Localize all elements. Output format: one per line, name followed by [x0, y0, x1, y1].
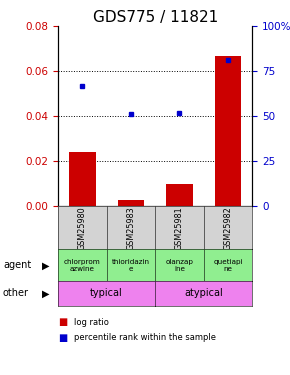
Text: ▶: ▶ [42, 288, 50, 298]
Bar [69, 152, 96, 206]
Text: chlorprom
azwine: chlorprom azwine [64, 259, 101, 272]
Text: quetiapi
ne: quetiapi ne [213, 259, 243, 272]
Text: GSM25982: GSM25982 [224, 206, 233, 250]
Text: agent: agent [3, 260, 31, 270]
Text: atypical: atypical [184, 288, 223, 298]
Bar [117, 200, 144, 206]
Bar [215, 56, 241, 206]
Text: log ratio: log ratio [74, 318, 109, 327]
Text: GSM25981: GSM25981 [175, 206, 184, 250]
Text: GSM25980: GSM25980 [78, 206, 87, 250]
Bar [166, 184, 193, 206]
Text: ▶: ▶ [42, 260, 50, 270]
Text: GSM25983: GSM25983 [126, 206, 135, 250]
Text: percentile rank within the sample: percentile rank within the sample [74, 333, 216, 342]
Title: GDS775 / 11821: GDS775 / 11821 [93, 10, 218, 25]
Text: olanzap
ine: olanzap ine [165, 259, 193, 272]
Text: ■: ■ [58, 333, 67, 342]
Text: ■: ■ [58, 318, 67, 327]
Text: other: other [3, 288, 29, 298]
Text: typical: typical [90, 288, 123, 298]
Text: thioridazin
e: thioridazin e [112, 259, 150, 272]
